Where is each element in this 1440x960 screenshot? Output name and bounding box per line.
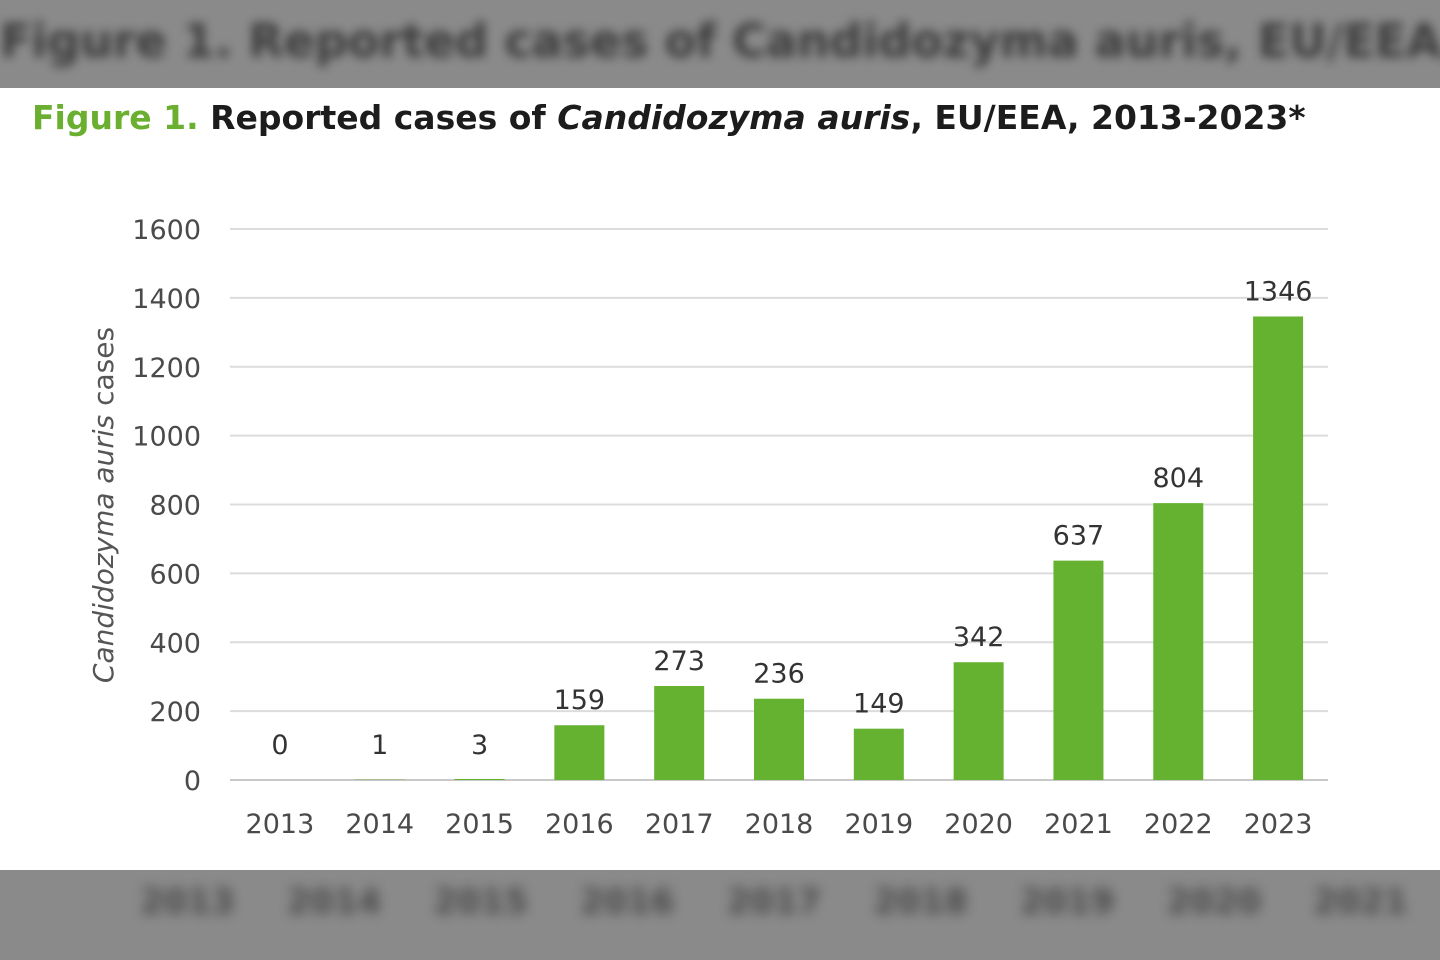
bar xyxy=(1053,560,1104,780)
data-label: 236 xyxy=(753,659,805,690)
bar xyxy=(454,778,505,780)
data-label: 637 xyxy=(1053,521,1105,552)
y-tick-label: 1600 xyxy=(132,215,201,246)
blurred-tick: 2019 xyxy=(1019,882,1115,922)
bar xyxy=(554,725,605,780)
caption-suffix: , EU/EEA, 2013-2023* xyxy=(910,98,1306,137)
data-label: 273 xyxy=(653,646,705,677)
bar xyxy=(654,685,705,780)
data-label: 342 xyxy=(953,622,1005,653)
figure-label: Figure 1. xyxy=(32,98,199,137)
blurred-header-band: Figure 1. Reported cases of Candidozyma … xyxy=(0,0,1440,88)
caption-species: Candidozyma auris xyxy=(557,98,911,137)
x-tick-label: 2020 xyxy=(944,809,1013,840)
y-tick-label: 0 xyxy=(184,766,201,797)
figure-caption: Figure 1. Reported cases of Candidozyma … xyxy=(32,98,1306,137)
y-tick-label: 1000 xyxy=(132,422,201,453)
x-tick-label: 2021 xyxy=(1044,809,1113,840)
y-tick-label: 600 xyxy=(149,559,201,590)
data-label: 0 xyxy=(271,730,288,761)
bar xyxy=(754,698,804,780)
data-label: 149 xyxy=(853,689,905,720)
blurred-tick: 2020 xyxy=(1166,882,1262,922)
bar xyxy=(1153,503,1204,780)
y-tick-label: 800 xyxy=(149,491,201,522)
data-label: 3 xyxy=(471,730,488,761)
blurred-tick: 2016 xyxy=(579,882,675,922)
blurred-tick: 2015 xyxy=(433,882,528,922)
data-label: 804 xyxy=(1152,463,1204,494)
x-tick-label: 2015 xyxy=(445,809,514,840)
x-tick-label: 2018 xyxy=(745,809,814,840)
blurred-tick: 2014 xyxy=(286,882,382,922)
y-tick-label: 400 xyxy=(149,628,201,659)
blurred-footer-band: 2013201420152016201720182019202020212022… xyxy=(0,870,1440,960)
y-tick-label: 1200 xyxy=(132,353,201,384)
data-label: 1346 xyxy=(1244,276,1313,307)
bar xyxy=(1253,316,1304,780)
blurred-tick: 2018 xyxy=(873,882,968,922)
x-tick-label: 2014 xyxy=(345,809,414,840)
caption-text: Reported cases of xyxy=(198,98,558,137)
blurred-tick-row: 2013201420152016201720182019202020212022… xyxy=(140,882,1440,922)
x-tick-label: 2017 xyxy=(645,809,714,840)
bar xyxy=(853,728,904,780)
x-tick-label: 2022 xyxy=(1144,809,1213,840)
blurred-caption: Figure 1. Reported cases of Candidozyma … xyxy=(0,14,1440,68)
y-tick-label: 200 xyxy=(149,697,201,728)
x-tick-label: 2019 xyxy=(844,809,913,840)
x-tick-label: 2016 xyxy=(545,809,614,840)
bar xyxy=(953,662,1004,780)
x-tick-label: 2023 xyxy=(1244,809,1313,840)
x-tick-label: 2013 xyxy=(246,809,315,840)
data-label: 159 xyxy=(554,685,606,716)
blurred-tick: 2013 xyxy=(140,882,235,922)
blurred-tick: 2017 xyxy=(726,882,822,922)
blurred-tick: 2021 xyxy=(1313,882,1408,922)
y-tick-label: 1400 xyxy=(132,284,201,315)
data-label: 1 xyxy=(371,730,388,761)
y-axis-label: Candidozyma auris cases xyxy=(87,327,120,683)
